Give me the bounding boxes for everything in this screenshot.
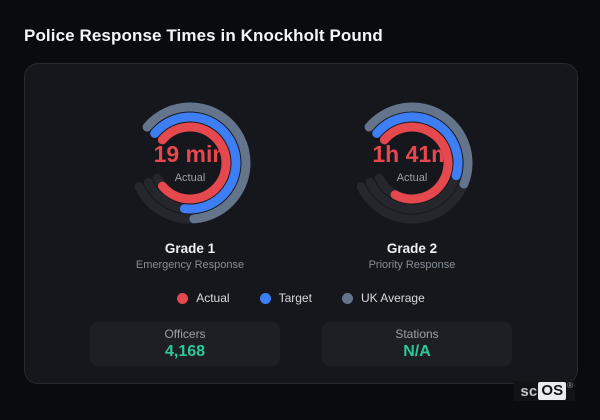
- legend-item-actual[interactable]: Actual: [177, 291, 230, 305]
- legend-dot-uk-average-icon: [341, 292, 353, 304]
- gauge-grade-2: 1h 41m Actual Grade 2 Priority Response: [337, 88, 487, 271]
- stat-stations: Stations N/A: [322, 322, 512, 366]
- gauge-svg: [134, 102, 251, 224]
- legend-label: Actual: [196, 291, 230, 305]
- stat-label: Officers: [164, 327, 206, 341]
- legend-item-target[interactable]: Target: [259, 291, 312, 305]
- gauge-svg: [356, 102, 473, 224]
- scos-watermark: sc OS ®: [514, 381, 575, 401]
- legend: Actual Target UK Average: [25, 291, 577, 305]
- legend-dot-actual-icon: [177, 292, 189, 304]
- gauge-grade-1-rings: 19 min Actual: [115, 88, 265, 238]
- page-title: Police Response Times in Knockholt Pound: [24, 26, 383, 45]
- gauge-grade-2-rings: 1h 41m Actual: [337, 88, 487, 238]
- gauge-grade-1: 19 min Actual Grade 1 Emergency Response: [115, 88, 265, 271]
- stat-value: 4,168: [164, 343, 206, 360]
- legend-dot-target-icon: [259, 292, 271, 304]
- stat-officers: Officers 4,168: [90, 322, 280, 366]
- stat-value: N/A: [403, 343, 431, 360]
- stat-label: Stations: [395, 327, 439, 341]
- stats-row: Officers 4,168 Stations N/A: [25, 322, 577, 366]
- legend-label: Target: [278, 291, 312, 305]
- response-times-card: 19 min Actual Grade 1 Emergency Response…: [24, 63, 578, 384]
- brand-suffix: OS: [538, 382, 567, 400]
- legend-item-uk-average[interactable]: UK Average: [341, 291, 425, 305]
- gauge-name: Grade 1: [164, 241, 216, 256]
- gauges-row: 19 min Actual Grade 1 Emergency Response…: [25, 88, 577, 271]
- gauge-subtitle: Emergency Response: [135, 259, 245, 271]
- gauge-name: Grade 2: [386, 241, 438, 256]
- brand-prefix: sc: [520, 382, 538, 400]
- registered-trademark-icon: ®: [567, 380, 573, 390]
- legend-label: UK Average: [360, 291, 425, 305]
- gauge-subtitle: Priority Response: [368, 259, 456, 271]
